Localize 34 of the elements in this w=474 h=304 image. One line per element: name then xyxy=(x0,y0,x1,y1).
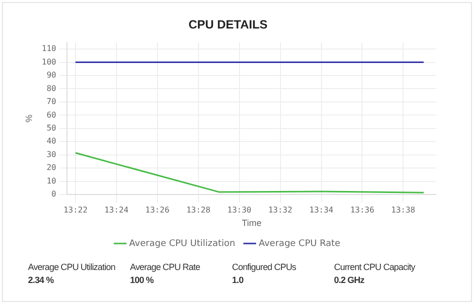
y-tick-label: 60 xyxy=(46,110,56,120)
x-tick-label: 13:32 xyxy=(268,205,292,214)
y-tick-label: 20 xyxy=(46,163,56,172)
text: 2.34 % xyxy=(28,275,55,285)
y-axis-title: % xyxy=(24,114,34,123)
y-tick-label: 10 xyxy=(46,176,56,186)
y-tick-label: 40 xyxy=(46,136,56,146)
y-tick-label: 30 xyxy=(46,150,56,159)
text: 0.2 GHz xyxy=(334,275,366,285)
text: Configured CPUs xyxy=(232,262,296,272)
x-tick-label: 13:30 xyxy=(227,205,252,214)
x-tick-label: 13:28 xyxy=(186,205,211,214)
x-tick-label: 13:22 xyxy=(63,205,88,214)
legend-label: Average CPU Rate xyxy=(258,238,341,249)
x-tick-label: 13:38 xyxy=(391,205,416,214)
legend-label: Average CPU Utilization xyxy=(129,238,236,249)
y-tick-label: 80 xyxy=(46,84,56,93)
text: 100 % xyxy=(130,275,155,285)
y-tick-label: 100 xyxy=(42,57,56,66)
chart-title: CPU DETAILS xyxy=(188,18,268,32)
x-tick-label: 13:36 xyxy=(350,205,374,214)
y-tick-label: 110 xyxy=(42,44,56,54)
text: Average CPU Rate xyxy=(130,262,200,272)
x-axis-title: Time xyxy=(242,218,262,228)
y-tick-label: 0 xyxy=(51,190,56,199)
text: Average CPU Utilization xyxy=(28,262,116,272)
y-tick-label: 70 xyxy=(46,97,56,106)
y-tick-label: 90 xyxy=(46,70,56,80)
text: 1.0 xyxy=(232,275,244,285)
x-tick-label: 13:26 xyxy=(145,205,170,214)
y-tick-label: 50 xyxy=(46,124,56,133)
x-tick-label: 13:24 xyxy=(104,205,129,214)
text: Current CPU Capacity xyxy=(334,262,416,272)
x-tick-label: 13:34 xyxy=(309,205,334,214)
